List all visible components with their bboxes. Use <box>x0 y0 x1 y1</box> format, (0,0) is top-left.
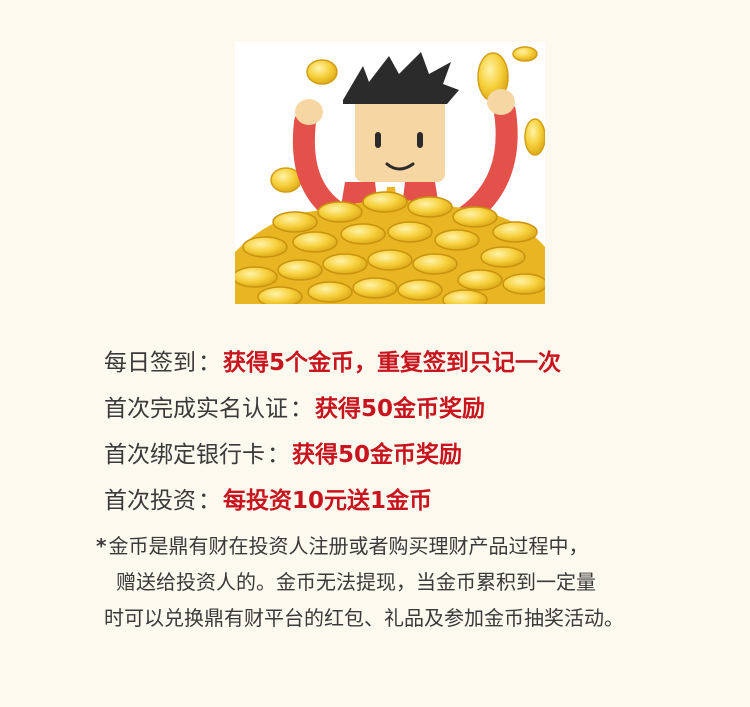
rule-colon: ： <box>198 350 221 376</box>
rule-first-investment: 首次投资 ： 每投资10元送1金币 <box>104 476 724 520</box>
rule-realname-verification: 首次完成实名认证 ： 获得50金币奖励 <box>104 384 724 428</box>
rule-value: 获得50金币奖励 <box>315 396 486 422</box>
rule-value: 获得50金币奖励 <box>292 442 463 468</box>
rule-colon: ： <box>267 442 290 468</box>
rule-label: 首次完成实名认证 <box>104 396 288 422</box>
rule-colon: ： <box>198 488 221 514</box>
note-line-2: 赠送给投资人的。金币无法提现，当金币累积到一定量 <box>116 570 596 594</box>
coin-note: * 金币是鼎有财在投资人注册或者购买理财产品过程中， 赠送给投资人的。金币无法提现… <box>96 528 736 636</box>
note-text: 金币是鼎有财在投资人注册或者购买理财产品过程中， <box>108 534 589 558</box>
rule-daily-checkin: 每日签到 ： 获得5个金币，重复签到只记一次 <box>104 338 724 382</box>
rule-label: 首次绑定银行卡 <box>104 442 265 468</box>
rule-label: 首次投资 <box>104 488 196 514</box>
man-with-gold-coins-icon <box>235 42 545 304</box>
rule-colon: ： <box>290 396 313 422</box>
note-line-1: * 金币是鼎有财在投资人注册或者购买理财产品过程中， <box>96 528 736 564</box>
coin-rules: 每日签到 ： 获得5个金币，重复签到只记一次 首次完成实名认证 ： 获得50金币… <box>104 338 724 522</box>
rule-bind-bank-card: 首次绑定银行卡 ： 获得50金币奖励 <box>104 430 724 474</box>
rule-label: 每日签到 <box>104 350 196 376</box>
note-line-3: 时可以兑换鼎有财平台的红包、礼品及参加金币抽奖活动。 <box>104 606 624 630</box>
rule-value: 每投资10元送1金币 <box>223 488 433 514</box>
rule-value: 获得5个金币，重复签到只记一次 <box>223 350 562 376</box>
note-asterisk: * <box>96 534 107 558</box>
